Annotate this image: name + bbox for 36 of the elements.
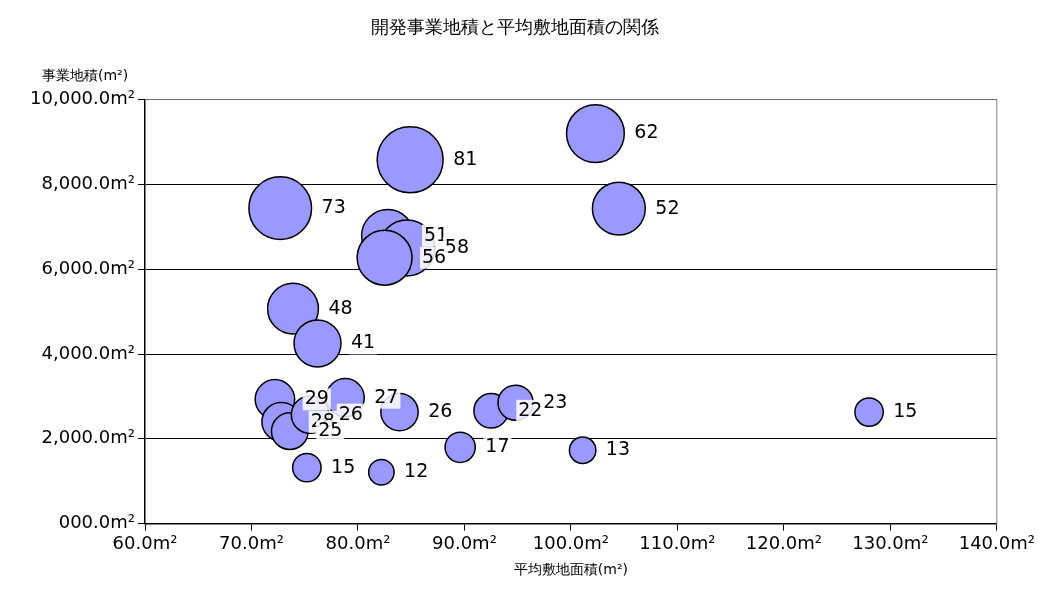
data-label: 81 xyxy=(453,146,478,169)
x-tick-label: 110.0m² xyxy=(639,532,716,554)
x-tick-label: 130.0m² xyxy=(852,532,929,554)
y-tick-label: 000.0m² xyxy=(58,511,135,533)
data-label: 15 xyxy=(331,454,356,477)
data-label: 13 xyxy=(605,437,631,460)
x-tick-label: 140.0m² xyxy=(958,532,1035,554)
x-tick-label: 120.0m² xyxy=(745,532,823,554)
data-label: 27 xyxy=(374,384,399,407)
y-tick-label: 2,000.0m² xyxy=(41,426,135,448)
data-label: 41 xyxy=(350,330,376,353)
data-label: 62 xyxy=(634,120,659,143)
data-label: 26 xyxy=(338,401,363,424)
data-label: 56 xyxy=(422,244,447,267)
data-label: 73 xyxy=(321,195,346,218)
y-tick-label: 8,000.0m² xyxy=(41,172,135,194)
data-label: 23 xyxy=(543,389,568,412)
data-label: 26 xyxy=(428,399,453,422)
x-axis-title: 平均敷地面積(m²) xyxy=(513,561,629,578)
y-axis-title: 事業地積(m²) xyxy=(42,66,129,83)
data-label: 29 xyxy=(304,386,329,409)
data-label: 22 xyxy=(518,397,543,420)
chart-title: 開発事業地積と平均敷地面積の関係 xyxy=(371,16,659,38)
data-label: 52 xyxy=(655,195,680,218)
y-tick-label: 6,000.0m² xyxy=(41,256,135,278)
x-tick-label: 100.0m² xyxy=(532,532,610,554)
x-tick-label: 90.0m² xyxy=(432,532,497,554)
x-tick-label: 80.0m² xyxy=(325,532,391,554)
data-label: 17 xyxy=(485,434,510,457)
data-label: 15 xyxy=(893,399,918,422)
x-tick-label: 70.0m² xyxy=(219,532,284,554)
data-label: 12 xyxy=(404,459,429,482)
y-tick-label: 4,000.0m² xyxy=(41,341,135,363)
data-label: 48 xyxy=(328,295,353,318)
y-tick-label: 10,000.0m² xyxy=(30,87,135,109)
x-tick-label: 60.0m² xyxy=(112,532,178,554)
